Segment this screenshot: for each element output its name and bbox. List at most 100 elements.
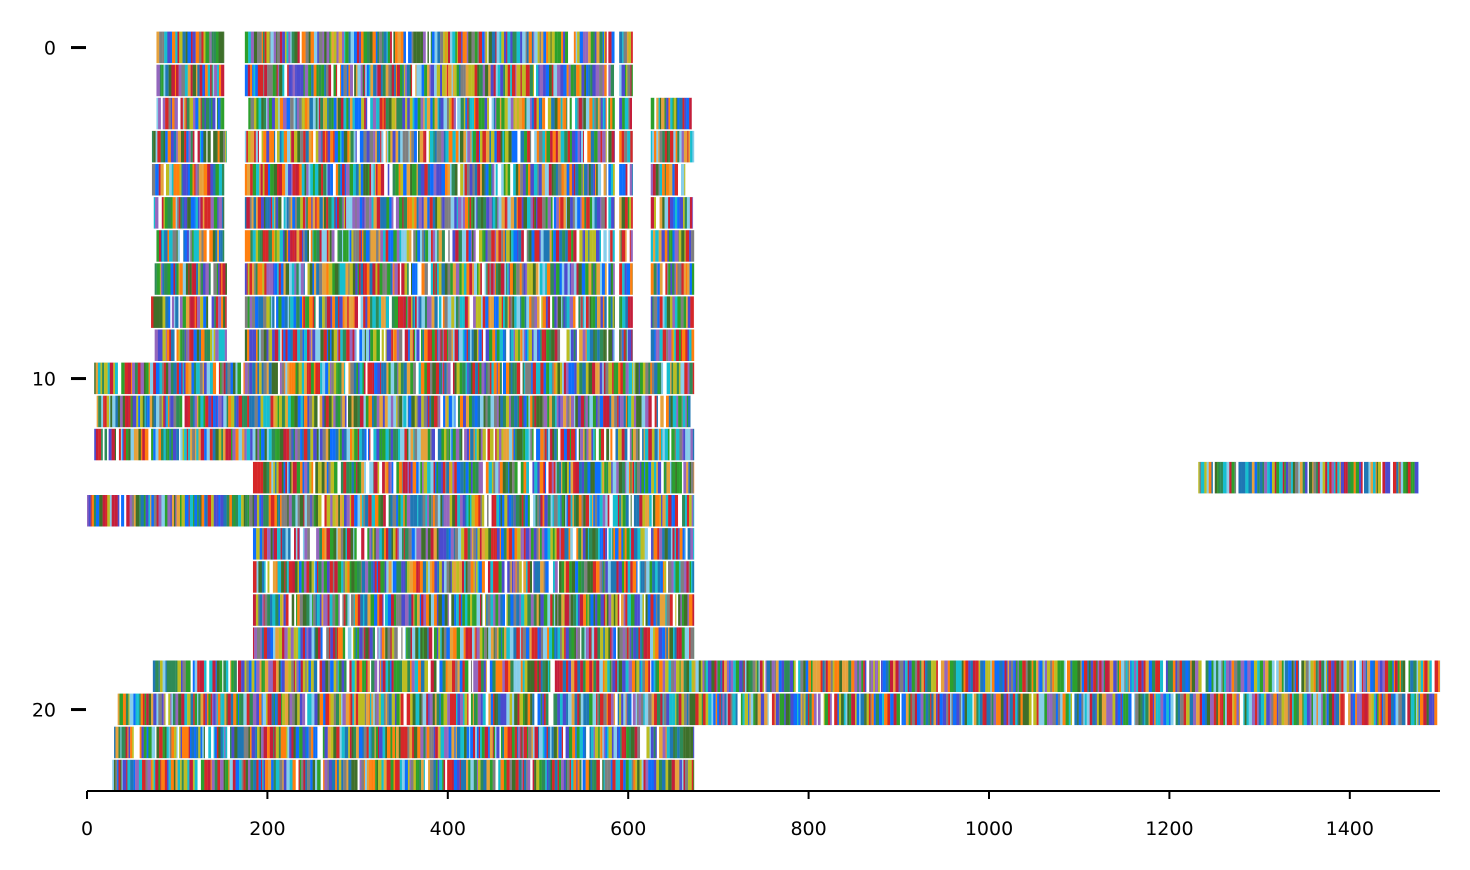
sequence-block xyxy=(186,230,190,262)
sequence-block xyxy=(177,97,181,130)
sequence-block xyxy=(256,329,258,361)
sequence-block xyxy=(286,197,289,229)
sequence-block xyxy=(574,627,577,659)
sequence-block xyxy=(885,660,889,692)
sequence-block xyxy=(243,495,246,527)
sequence-block xyxy=(601,362,603,395)
sequence-block xyxy=(221,263,223,295)
sequence-block xyxy=(509,230,512,262)
sequence-block xyxy=(716,660,718,692)
sequence-block xyxy=(333,31,337,64)
sequence-block xyxy=(87,495,89,527)
sequence-block xyxy=(215,428,219,461)
sequence-block xyxy=(1090,660,1093,692)
sequence-block xyxy=(416,296,419,328)
sequence-block xyxy=(456,197,459,229)
sequence-block xyxy=(1271,461,1275,494)
sequence-block xyxy=(551,164,554,196)
sequence-block xyxy=(502,395,507,428)
sequence-block xyxy=(184,693,188,726)
sequence-block xyxy=(442,495,444,527)
sequence-block xyxy=(430,64,435,97)
sequence-block xyxy=(861,660,864,692)
sequence-block xyxy=(659,428,662,461)
sequence-block xyxy=(267,97,270,130)
sequence-block xyxy=(586,197,590,229)
sequence-block xyxy=(482,64,486,97)
sequence-block xyxy=(1213,660,1217,692)
sequence-block xyxy=(184,495,188,527)
sequence-block xyxy=(215,31,219,64)
sequence-block xyxy=(436,64,441,97)
sequence-block xyxy=(368,64,371,97)
sequence-block xyxy=(190,428,193,461)
sequence-block xyxy=(631,461,633,494)
sequence-block xyxy=(532,64,535,97)
sequence-block xyxy=(459,561,463,593)
sequence-block xyxy=(688,461,690,494)
sequence-block xyxy=(318,263,323,295)
sequence-block xyxy=(866,660,870,692)
sequence-block xyxy=(296,263,299,295)
sequence-block xyxy=(307,395,310,428)
sequence-block xyxy=(684,164,686,196)
sequence-block xyxy=(354,296,359,328)
sequence-block xyxy=(263,130,267,163)
sequence-block xyxy=(271,97,276,130)
sequence-block xyxy=(309,97,314,130)
sequence-block xyxy=(666,97,669,130)
sequence-block xyxy=(631,428,634,461)
sequence-block xyxy=(664,528,668,560)
sequence-block xyxy=(190,296,194,328)
sequence-block xyxy=(510,362,513,395)
sequence-block xyxy=(254,130,256,163)
sequence-block xyxy=(642,594,645,626)
sequence-block xyxy=(233,660,238,692)
sequence-block xyxy=(653,660,656,692)
sequence-block xyxy=(159,329,163,361)
sequence-block xyxy=(498,197,502,229)
sequence-block xyxy=(530,395,533,428)
sequence-block xyxy=(510,197,515,229)
sequence-block xyxy=(1128,660,1131,692)
sequence-block xyxy=(182,197,185,229)
sequence-block xyxy=(1358,461,1362,494)
sequence-block xyxy=(880,660,883,692)
sequence-block xyxy=(261,660,264,692)
sequence-block xyxy=(624,263,627,295)
sequence-block xyxy=(579,528,582,560)
sequence-block xyxy=(178,329,181,361)
sequence-block xyxy=(640,561,643,593)
sequence-block xyxy=(178,296,180,328)
sequence-block xyxy=(294,395,298,428)
sequence-block xyxy=(349,230,352,262)
sequence-block xyxy=(378,660,381,692)
sequence-block xyxy=(211,495,214,527)
sequence-block xyxy=(367,428,370,461)
sequence-block xyxy=(222,660,224,692)
sequence-block xyxy=(507,97,511,130)
sequence-block xyxy=(158,428,162,461)
sequence-block xyxy=(264,64,268,97)
sequence-block xyxy=(517,528,521,560)
sequence-block xyxy=(247,495,250,527)
sequence-block xyxy=(585,395,589,428)
sequence-block xyxy=(362,197,365,229)
sequence-block xyxy=(667,528,672,560)
sequence-block xyxy=(657,362,660,395)
sequence-block xyxy=(1179,660,1183,692)
sequence-block xyxy=(425,230,429,262)
sequence-block xyxy=(396,64,401,97)
sequence-block xyxy=(402,627,406,659)
sequence-block xyxy=(686,461,689,494)
sequence-block xyxy=(334,230,338,262)
sequence-block xyxy=(349,197,353,229)
sequence-block xyxy=(256,561,259,593)
sequence-block xyxy=(566,395,568,428)
sequence-block xyxy=(310,31,315,64)
sequence-block xyxy=(670,296,673,328)
sequence-block xyxy=(480,197,484,229)
sequence-block xyxy=(209,428,213,461)
sequence-block xyxy=(266,296,270,328)
sequence-block xyxy=(800,660,804,692)
